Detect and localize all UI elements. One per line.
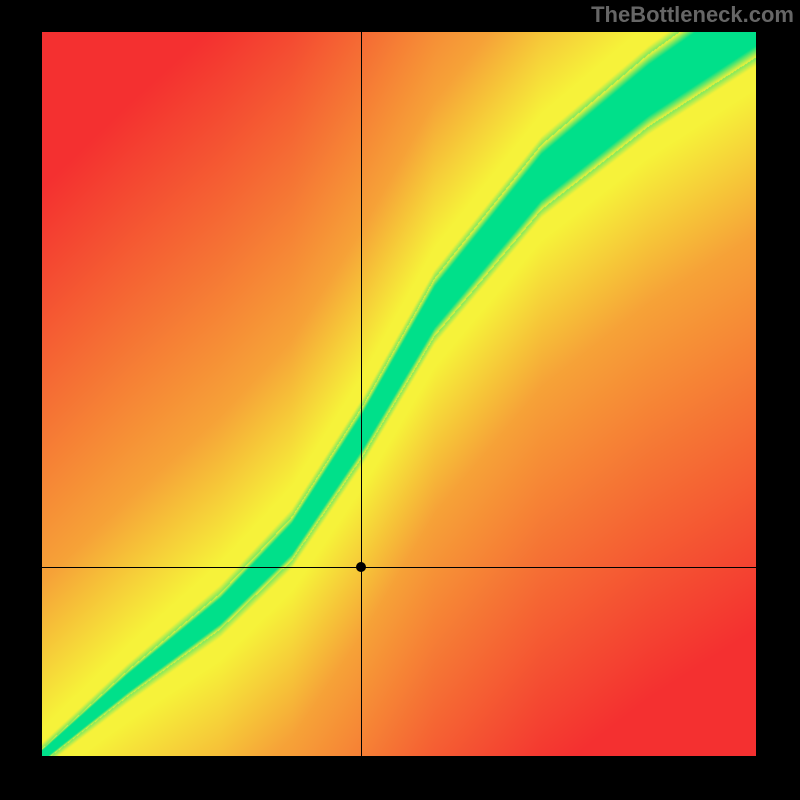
- plot-area: [42, 32, 756, 756]
- bottleneck-heatmap: [42, 32, 756, 756]
- figure-container: TheBottleneck.com: [0, 0, 800, 800]
- watermark-text: TheBottleneck.com: [591, 2, 794, 28]
